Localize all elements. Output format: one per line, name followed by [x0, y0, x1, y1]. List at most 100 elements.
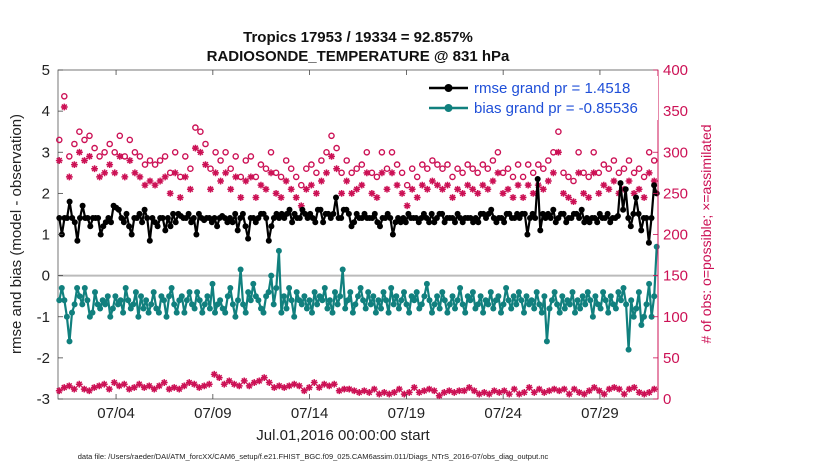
- obs-low-marker: [435, 392, 443, 400]
- obs-low-marker: [565, 390, 573, 398]
- bias-series-point: [401, 289, 407, 296]
- obs-assimilated-marker: [650, 177, 658, 185]
- obs-possible-marker: [373, 173, 381, 181]
- bias-series-point: [600, 289, 607, 296]
- bias-series-point: [383, 297, 390, 304]
- bias-series-point: [81, 285, 88, 291]
- obs-low-marker: [550, 385, 558, 393]
- obs-low-marker: [385, 390, 393, 398]
- rmse-series-point: [74, 237, 81, 244]
- bias-series-point: [224, 293, 231, 300]
- obs-possible-marker: [76, 128, 83, 135]
- bias-series-point: [444, 309, 451, 316]
- obs-assimilated-marker: [353, 185, 361, 193]
- obs-low-marker: [500, 387, 508, 395]
- bias-series-point: [120, 309, 127, 316]
- obs-assimilated-marker: [529, 189, 537, 197]
- bias-series-point: [337, 293, 344, 300]
- obs-assimilated-marker: [595, 189, 603, 197]
- rmse-series-point: [532, 215, 539, 221]
- obs-low-marker: [220, 380, 228, 388]
- bias-series-point: [605, 309, 612, 316]
- obs-possible-marker: [635, 165, 643, 172]
- obs-possible-marker: [126, 136, 134, 144]
- obs-possible-marker: [227, 165, 234, 172]
- obs-possible-marker: [318, 157, 325, 164]
- rmse-series-point: [387, 215, 394, 221]
- bias-series-point: [635, 289, 642, 296]
- legend: rmse grand pr = 1.4518 bias grand pr = -…: [422, 76, 658, 120]
- obs-assimilated-marker: [570, 198, 577, 205]
- obs-assimilated-marker: [227, 185, 235, 193]
- bias-series-point: [439, 289, 446, 296]
- bias-series-point: [260, 309, 267, 316]
- rmse-series-point: [77, 215, 83, 221]
- obs-low-marker: [180, 382, 188, 390]
- obs-possible-marker: [333, 144, 340, 152]
- rmse-series-point: [643, 215, 650, 221]
- bias-series-point: [122, 285, 129, 291]
- obs-possible-marker: [323, 148, 330, 156]
- bias-series-point: [229, 301, 236, 308]
- obs-possible-marker: [363, 148, 371, 156]
- bias-series-point: [510, 293, 517, 300]
- rmse-series-point: [87, 223, 94, 230]
- obs-low-marker: [605, 385, 613, 393]
- bias-series-point: [69, 309, 75, 316]
- obs-possible-marker: [353, 165, 361, 172]
- data-file-footer: data file: /Users/raeder/DAI/ATM_forcXX/…: [78, 452, 549, 461]
- obs-possible-marker: [590, 148, 598, 156]
- obs-possible-marker: [504, 165, 512, 172]
- obs-low-marker: [430, 387, 438, 395]
- obs-assimilated-marker: [373, 194, 381, 201]
- obs-assimilated-marker: [141, 181, 149, 189]
- obs-low-marker: [650, 385, 658, 393]
- bias-series-point: [406, 309, 413, 316]
- obs-low-marker: [475, 390, 483, 398]
- bias-series-point: [625, 346, 632, 353]
- obs-assimilated-marker: [91, 165, 98, 173]
- obs-low-marker: [130, 384, 138, 391]
- obs-assimilated-marker: [600, 181, 608, 189]
- obs-possible-marker: [494, 148, 502, 156]
- rmse-series-point: [268, 223, 275, 230]
- bias-series-point: [498, 309, 504, 316]
- obs-low-marker: [280, 384, 288, 391]
- bias-series-point: [76, 293, 83, 300]
- bias-series-point: [638, 322, 645, 328]
- bias-series-point: [311, 289, 318, 296]
- bias-series-point: [648, 313, 655, 320]
- obs-possible-marker: [302, 165, 310, 172]
- bias-series-point: [528, 297, 535, 304]
- obs-possible-marker: [328, 132, 335, 140]
- bias-series-point: [411, 297, 418, 304]
- bias-series-point: [577, 305, 584, 312]
- obs-low-marker: [165, 385, 173, 393]
- bias-series-point: [372, 309, 379, 316]
- bias-series-point: [181, 309, 188, 316]
- obs-possible-marker: [650, 157, 658, 164]
- rmse-series-point: [190, 215, 197, 221]
- obs-possible-marker: [192, 124, 199, 131]
- bias-series-point: [329, 309, 336, 316]
- bias-series-point: [418, 301, 425, 308]
- bias-series-point: [191, 305, 198, 312]
- rmse-series-point: [211, 215, 218, 221]
- rmse-series-point: [428, 210, 435, 217]
- obs-assimilated-marker: [86, 152, 93, 160]
- obs-possible-marker: [479, 161, 487, 168]
- bias-series-point: [255, 297, 262, 304]
- bias-series-point: [222, 309, 229, 316]
- obs-low-marker: [155, 382, 163, 390]
- rmse-series-point: [128, 231, 135, 238]
- obs-assimilated-marker: [524, 181, 532, 189]
- obs-low-marker: [375, 390, 383, 398]
- obs-assimilated-marker: [514, 181, 522, 189]
- bias-series-point: [452, 305, 458, 312]
- obs-assimilated-marker: [313, 189, 320, 197]
- bias-series-point: [140, 305, 147, 312]
- obs-assimilated-marker: [197, 148, 204, 156]
- bias-series-point: [209, 280, 216, 287]
- obs-low-marker: [495, 389, 503, 396]
- obs-low-marker: [410, 384, 418, 391]
